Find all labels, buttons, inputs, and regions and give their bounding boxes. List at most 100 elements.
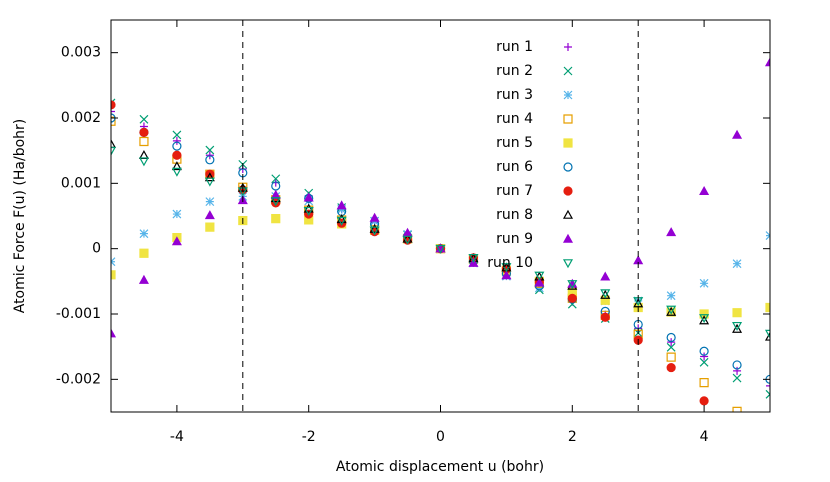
legend-label: run 2 xyxy=(496,63,533,79)
data-point xyxy=(766,381,770,390)
legend-marker xyxy=(563,90,573,100)
data-point xyxy=(303,203,314,213)
data-point xyxy=(111,146,117,156)
data-point xyxy=(139,136,149,147)
data-point xyxy=(111,138,117,148)
data-point xyxy=(303,192,314,202)
data-point xyxy=(336,214,347,224)
data-point xyxy=(204,177,215,187)
data-point xyxy=(138,274,149,284)
x-tick-label: 0 xyxy=(436,429,445,445)
data-point xyxy=(765,302,770,313)
data-point xyxy=(139,127,149,137)
data-point xyxy=(270,197,281,207)
legend-label: run 10 xyxy=(487,255,533,271)
legend-label: run 6 xyxy=(496,159,533,175)
legend-label: run 7 xyxy=(496,183,533,199)
data-point xyxy=(205,145,215,155)
y-tick-label: 0.002 xyxy=(61,110,101,126)
data-point xyxy=(666,362,676,373)
y-tick-label: 0 xyxy=(92,241,101,257)
data-point xyxy=(700,352,709,361)
data-point xyxy=(402,233,413,243)
data-point xyxy=(204,172,215,182)
data-point xyxy=(138,157,149,167)
legend-marker xyxy=(563,114,573,124)
legend-marker xyxy=(563,186,573,196)
data-point xyxy=(139,114,149,124)
data-point xyxy=(732,373,742,383)
data-point xyxy=(600,289,611,299)
legend-label: run 5 xyxy=(496,135,533,151)
data-point xyxy=(699,315,710,325)
data-point xyxy=(111,116,116,126)
x-tick-label: -2 xyxy=(302,429,316,445)
data-point xyxy=(534,271,545,281)
data-point xyxy=(567,293,577,303)
data-point xyxy=(402,235,413,245)
legend-label: run 8 xyxy=(496,207,533,223)
legend-marker xyxy=(563,66,573,76)
data-point xyxy=(139,248,149,258)
data-point xyxy=(336,200,347,210)
data-point xyxy=(600,312,610,322)
data-point xyxy=(468,254,479,264)
data-point xyxy=(171,236,182,246)
data-point xyxy=(336,216,347,226)
data-point xyxy=(205,222,215,232)
legend-label: run 4 xyxy=(496,111,533,127)
data-point xyxy=(435,244,446,254)
data-point xyxy=(764,331,770,341)
data-point xyxy=(699,278,709,288)
y-tick-label: 0.003 xyxy=(61,45,101,61)
data-point xyxy=(600,271,611,281)
data-point xyxy=(764,329,770,339)
legend-marker xyxy=(562,233,574,243)
legend-marker xyxy=(563,162,573,172)
data-point xyxy=(732,259,742,269)
data-point xyxy=(369,223,380,233)
data-point xyxy=(666,305,677,315)
data-point xyxy=(666,291,676,301)
data-point xyxy=(271,214,281,224)
data-point xyxy=(111,328,117,338)
data-point xyxy=(205,155,215,165)
data-point xyxy=(699,346,709,356)
data-point xyxy=(699,357,709,367)
data-point xyxy=(303,206,314,217)
data-point xyxy=(732,308,742,318)
data-point xyxy=(733,366,742,375)
data-point xyxy=(699,185,710,195)
data-point xyxy=(271,174,281,184)
data-point xyxy=(172,141,182,151)
y-tick-label: -0.002 xyxy=(56,371,101,387)
data-point xyxy=(111,100,116,110)
x-tick-label: 4 xyxy=(700,429,709,445)
data-point xyxy=(732,129,743,139)
data-point xyxy=(111,107,115,116)
legend-marker xyxy=(562,259,574,269)
data-point xyxy=(666,227,677,237)
legend-marker xyxy=(563,138,573,148)
data-point xyxy=(699,396,709,406)
legend-label: run 1 xyxy=(496,39,533,55)
data-point xyxy=(111,270,116,280)
data-point xyxy=(733,435,741,443)
data-point xyxy=(204,210,215,220)
data-point xyxy=(666,332,676,343)
data-point xyxy=(501,263,512,273)
y-tick-label: -0.001 xyxy=(56,306,101,322)
data-point xyxy=(766,441,774,449)
data-point xyxy=(369,226,380,236)
legend-marker xyxy=(564,43,572,51)
data-point xyxy=(139,229,149,239)
x-axis-label: Atomic displacement u (bohr) xyxy=(336,459,544,475)
data-point xyxy=(765,389,770,399)
x-tick-label: 2 xyxy=(568,429,577,445)
data-point xyxy=(699,378,709,388)
data-point xyxy=(732,321,743,331)
data-point xyxy=(172,130,182,140)
data-point xyxy=(534,277,545,287)
data-point xyxy=(732,360,742,370)
